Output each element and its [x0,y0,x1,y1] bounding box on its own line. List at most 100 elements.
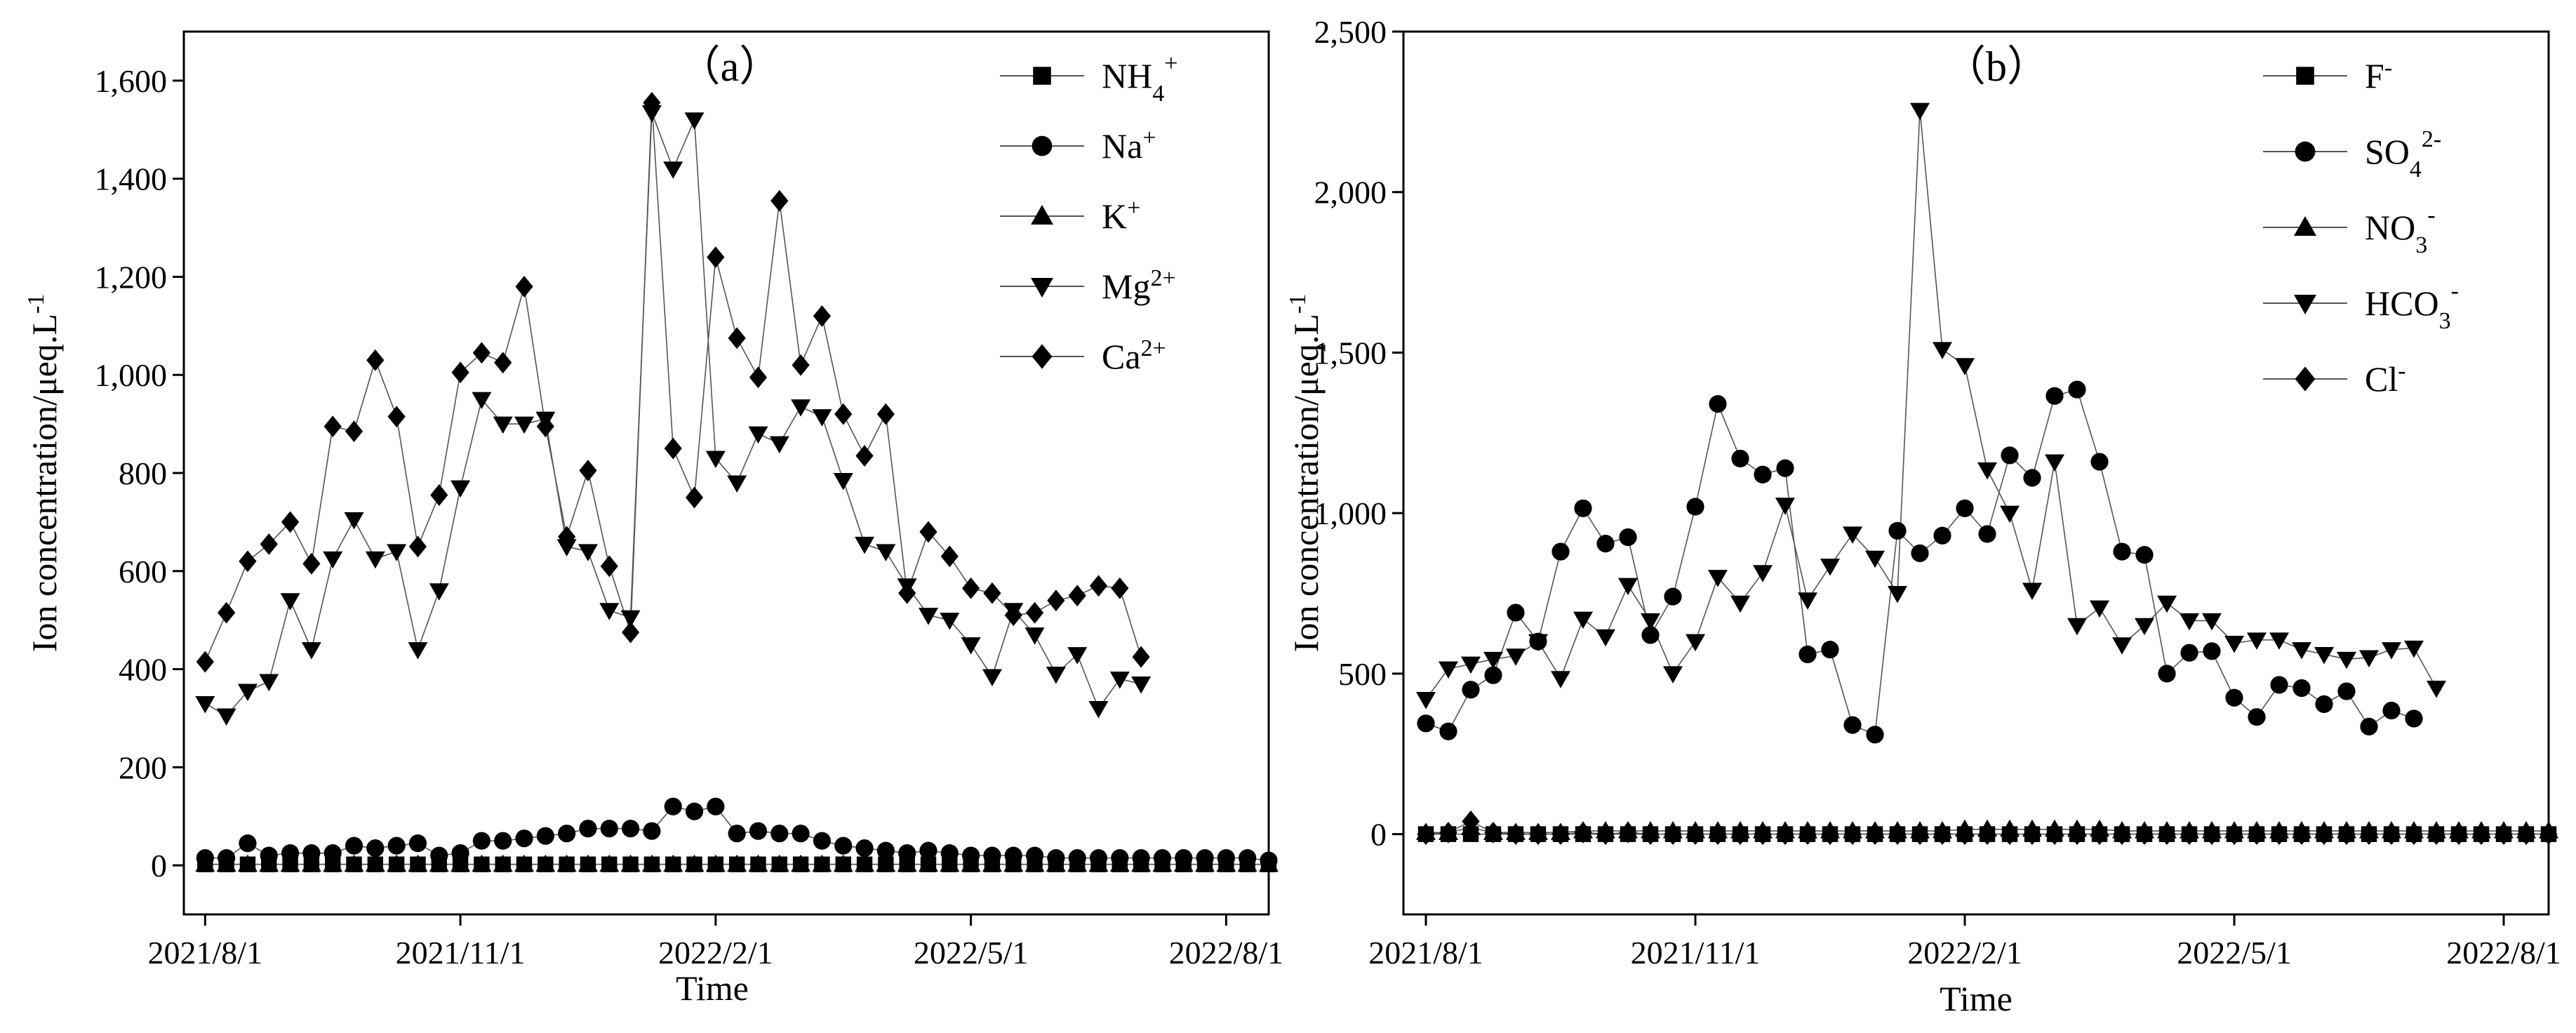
x-tick-label-a-0: 2021/8/1 [148,935,263,971]
data-point-b-4-21 [1888,823,1907,846]
data-point-b-3-25 [1977,462,1997,480]
data-point-a-3-2 [237,684,258,702]
data-point-b-4-2 [1462,810,1480,832]
legend-label-b-3: HCO3- [2365,278,2459,334]
data-point-b-4-50 [2540,823,2558,846]
data-point-a-4-10 [408,535,427,558]
data-point-a-3-42 [1088,700,1109,719]
data-point-b-3-40 [2314,646,2334,665]
data-point-b-3-37 [2247,632,2267,650]
data-point-a-4-8 [366,349,385,371]
data-point-a-3-5 [301,642,321,660]
data-point-a-3-34 [918,608,938,625]
data-point-b-1-26 [2001,446,2019,465]
data-point-a-2-9 [387,854,407,872]
data-point-a-3-32 [876,544,896,561]
data-point-a-1-14 [494,832,512,850]
data-point-a-4-35 [940,545,959,568]
y-axis-title-main-b: Ion concentration/μeq.L [1286,314,1326,652]
data-point-a-2-27 [769,854,789,872]
data-point-a-2-35 [940,854,960,872]
data-point-b-4-41 [2337,823,2356,846]
data-point-a-3-8 [365,551,385,569]
data-point-b-1-25 [1978,525,1996,543]
data-point-a-4-15 [515,276,533,298]
data-point-b-1-41 [2337,682,2356,700]
data-point-a-1-4 [281,844,300,862]
data-point-a-3-25 [727,475,747,493]
legend-marker-b-2 [2294,216,2316,236]
data-point-a-3-37 [982,669,1002,687]
data-point-b-1-12 [1686,498,1704,516]
data-point-a-4-43 [1111,577,1129,599]
x-tick-label-b-1: 2021/11/1 [1631,935,1761,971]
data-point-b-1-38 [2270,676,2288,694]
data-point-a-1-15 [515,829,533,848]
data-point-a-4-37 [983,582,1001,604]
data-point-b-1-23 [1933,526,1951,545]
x-tick-label-a-2: 2022/2/1 [658,935,773,971]
y-tick-label-b-2: 1,000 [1314,495,1387,531]
legend-label-b-2: NO3- [2365,202,2436,258]
data-point-b-3-44 [2404,640,2424,658]
x-tick-label-b-0: 2021/8/1 [1368,935,1483,971]
data-point-a-2-47 [1195,854,1215,872]
x-axis-title-b: Time [1940,979,2013,1018]
data-point-b-4-20 [1866,823,1884,846]
data-point-a-2-43 [1109,854,1130,872]
data-point-b-1-10 [1641,626,1660,644]
data-point-a-4-20 [621,621,640,644]
data-point-a-2-39 [1025,854,1045,872]
data-point-b-3-14 [1730,595,1750,613]
x-axis-title-a: Time [676,968,749,1008]
y-tick-label-a-7: 1,400 [95,161,168,197]
data-point-b-4-27 [2023,823,2041,846]
legend-marker-b-4 [2295,366,2316,392]
data-point-b-4-31 [2113,823,2131,846]
y-tick-label-a-1: 200 [119,749,167,785]
data-point-a-3-18 [578,544,598,561]
data-point-b-3-9 [1618,578,1638,596]
data-point-a-4-33 [898,582,916,604]
data-point-b-3-27 [2022,582,2042,600]
data-point-a-2-34 [918,854,938,872]
data-point-a-4-17 [558,526,576,548]
data-point-a-2-1 [216,854,236,872]
data-point-a-1-9 [387,837,406,855]
data-point-a-4-31 [855,445,874,467]
data-point-b-4-33 [2158,823,2176,846]
data-point-a-2-40 [1046,854,1066,872]
data-point-a-4-5 [302,552,321,575]
data-point-a-2-16 [535,854,556,872]
data-point-b-1-6 [1551,542,1570,561]
series-markers-a [195,91,1279,872]
axis-ticks-b: 0 500 1,000 1,500 2,000 2,500 2021/8/1 2021/11/… [1314,14,2561,971]
chart-panel-a: 0 200 400 600 800 1,000 1,200 1,400 1,600 2021/8/… [23,30,1283,1008]
legend-marker-a-0 [1033,67,1051,85]
y-tick-label-b-5: 2,500 [1314,14,1387,50]
legend-label-b-0: F- [2365,55,2392,96]
data-point-a-3-23 [684,112,705,130]
data-point-b-3-43 [2382,642,2401,660]
data-point-b-1-14 [1731,449,1749,468]
legend-label-a-1: Na+ [1102,125,1156,166]
data-point-a-2-12 [451,854,471,872]
legend-marker-a-3 [1031,278,1053,298]
data-point-b-4-23 [1933,823,1951,846]
data-point-b-3-13 [1708,570,1728,587]
y-tick-label-a-5: 1,000 [95,357,168,393]
data-point-b-4-18 [1821,823,1839,846]
data-point-a-4-3 [260,533,278,555]
data-point-a-2-42 [1088,854,1109,872]
data-point-b-4-6 [1551,823,1570,846]
data-point-a-1-19 [600,820,618,838]
data-point-a-4-44 [1132,646,1150,668]
data-point-b-4-14 [1731,823,1749,846]
series-line-a-3 [204,112,1142,717]
data-point-a-4-42 [1089,575,1108,597]
data-point-a-1-13 [472,832,490,850]
data-point-a-2-0 [195,854,215,872]
data-point-a-2-36 [961,854,981,872]
series-markers-b [1416,102,2558,846]
data-point-b-3-6 [1551,671,1570,688]
